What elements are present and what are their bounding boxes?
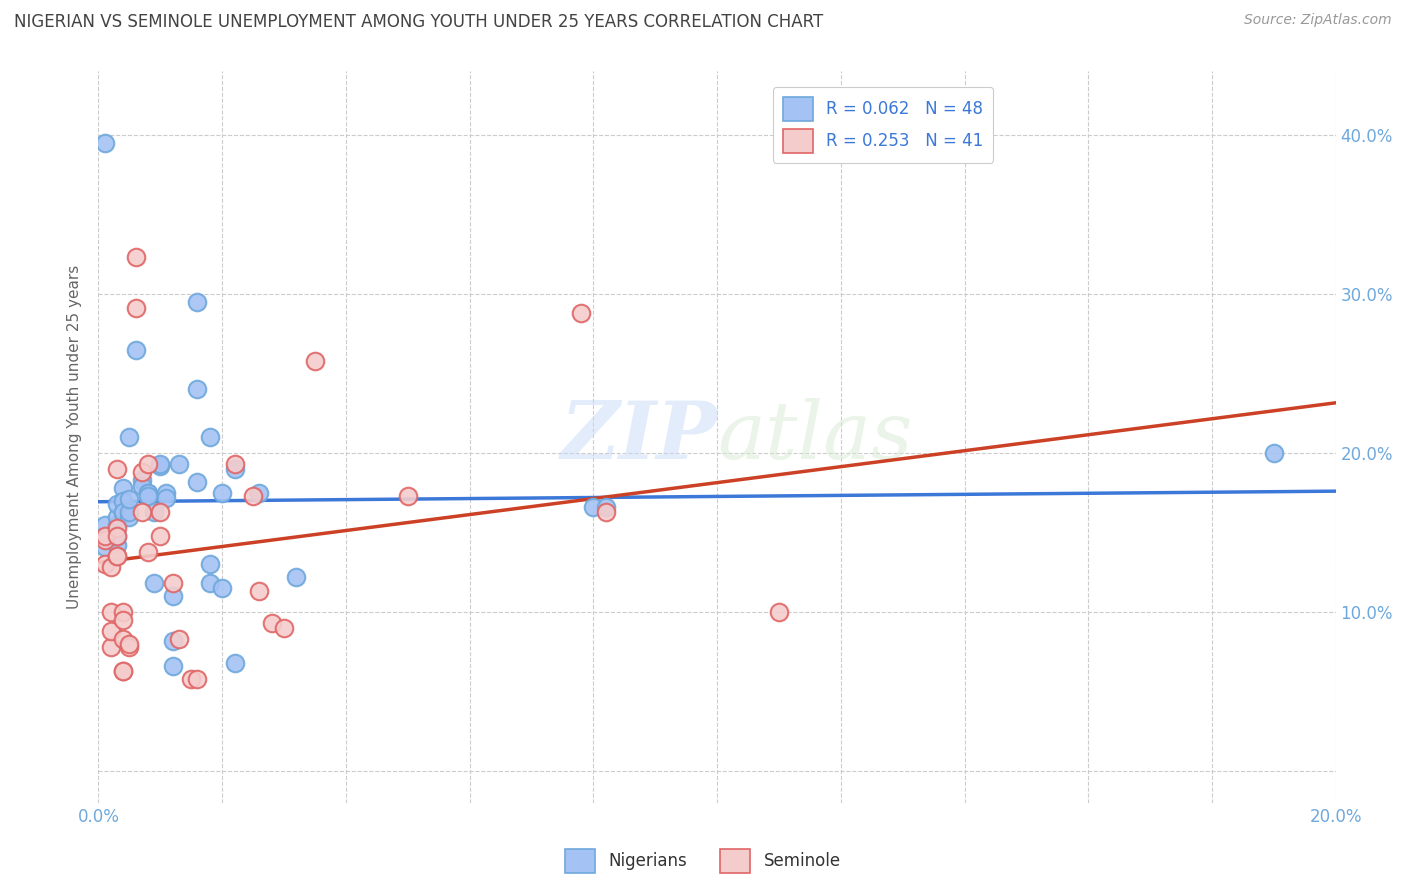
Point <box>155 485 177 500</box>
Point <box>136 489 159 503</box>
Point <box>93 517 115 532</box>
Point <box>224 656 246 670</box>
Point <box>112 605 135 619</box>
Point <box>105 549 128 564</box>
Point <box>149 458 172 473</box>
Point <box>118 509 141 524</box>
Point <box>131 479 153 493</box>
Point <box>149 505 172 519</box>
Point <box>211 581 233 595</box>
Point <box>224 462 246 476</box>
Point <box>247 485 270 500</box>
Point <box>105 521 128 535</box>
Point <box>186 475 208 489</box>
Point <box>582 500 605 514</box>
Point <box>242 489 264 503</box>
Point <box>93 529 115 543</box>
Point <box>112 493 135 508</box>
Point <box>93 533 115 548</box>
Point <box>569 306 592 320</box>
Point <box>260 616 283 631</box>
Point <box>198 558 221 572</box>
Point <box>136 485 159 500</box>
Point <box>1263 446 1285 460</box>
Point <box>118 492 141 507</box>
Point <box>100 560 122 574</box>
Point <box>112 481 135 495</box>
Point <box>595 505 617 519</box>
Text: atlas: atlas <box>717 399 912 475</box>
Point <box>211 485 233 500</box>
Y-axis label: Unemployment Among Youth under 25 years: Unemployment Among Youth under 25 years <box>67 265 83 609</box>
Point <box>112 505 135 519</box>
Point <box>155 491 177 505</box>
Point <box>304 353 326 368</box>
Text: ZIP: ZIP <box>560 399 717 475</box>
Point <box>100 624 122 638</box>
Point <box>112 507 135 521</box>
Point <box>186 672 208 686</box>
Point <box>105 497 128 511</box>
Point <box>124 343 146 357</box>
Point <box>396 489 419 503</box>
Point <box>118 430 141 444</box>
Point <box>112 664 135 678</box>
Point <box>100 640 122 654</box>
Point <box>124 301 146 316</box>
Point <box>118 640 141 654</box>
Point <box>136 485 159 500</box>
Point <box>105 509 128 524</box>
Point <box>93 136 115 150</box>
Point <box>224 457 246 471</box>
Point <box>105 517 128 532</box>
Point <box>162 589 184 603</box>
Point <box>186 383 208 397</box>
Point <box>100 605 122 619</box>
Point <box>112 613 135 627</box>
Point <box>162 576 184 591</box>
Point <box>112 632 135 646</box>
Point <box>131 465 153 479</box>
Point <box>124 251 146 265</box>
Point <box>131 473 153 487</box>
Point <box>105 529 128 543</box>
Point <box>105 549 128 564</box>
Point <box>186 294 208 309</box>
Point <box>105 529 128 543</box>
Point <box>180 672 202 686</box>
Point <box>285 570 308 584</box>
Point <box>112 664 135 678</box>
Text: Source: ZipAtlas.com: Source: ZipAtlas.com <box>1244 13 1392 28</box>
Point <box>118 637 141 651</box>
Point <box>105 538 128 552</box>
Point <box>136 544 159 558</box>
Point <box>198 430 221 444</box>
Point <box>768 605 790 619</box>
Point <box>136 457 159 471</box>
Point <box>273 621 295 635</box>
Legend: Nigerians, Seminole: Nigerians, Seminole <box>558 842 848 880</box>
Point <box>93 558 115 572</box>
Point <box>105 462 128 476</box>
Point <box>595 500 617 514</box>
Point <box>149 457 172 471</box>
Legend: R = 0.062   N = 48, R = 0.253   N = 41: R = 0.062 N = 48, R = 0.253 N = 41 <box>773 87 993 162</box>
Text: NIGERIAN VS SEMINOLE UNEMPLOYMENT AMONG YOUTH UNDER 25 YEARS CORRELATION CHART: NIGERIAN VS SEMINOLE UNEMPLOYMENT AMONG … <box>14 13 824 31</box>
Point <box>198 576 221 591</box>
Point <box>162 633 184 648</box>
Point <box>167 632 190 646</box>
Point <box>162 659 184 673</box>
Point <box>143 576 166 591</box>
Point <box>118 505 141 519</box>
Point <box>93 540 115 554</box>
Point <box>93 529 115 543</box>
Point <box>247 584 270 599</box>
Point <box>149 529 172 543</box>
Point <box>167 457 190 471</box>
Point <box>143 505 166 519</box>
Point <box>131 505 153 519</box>
